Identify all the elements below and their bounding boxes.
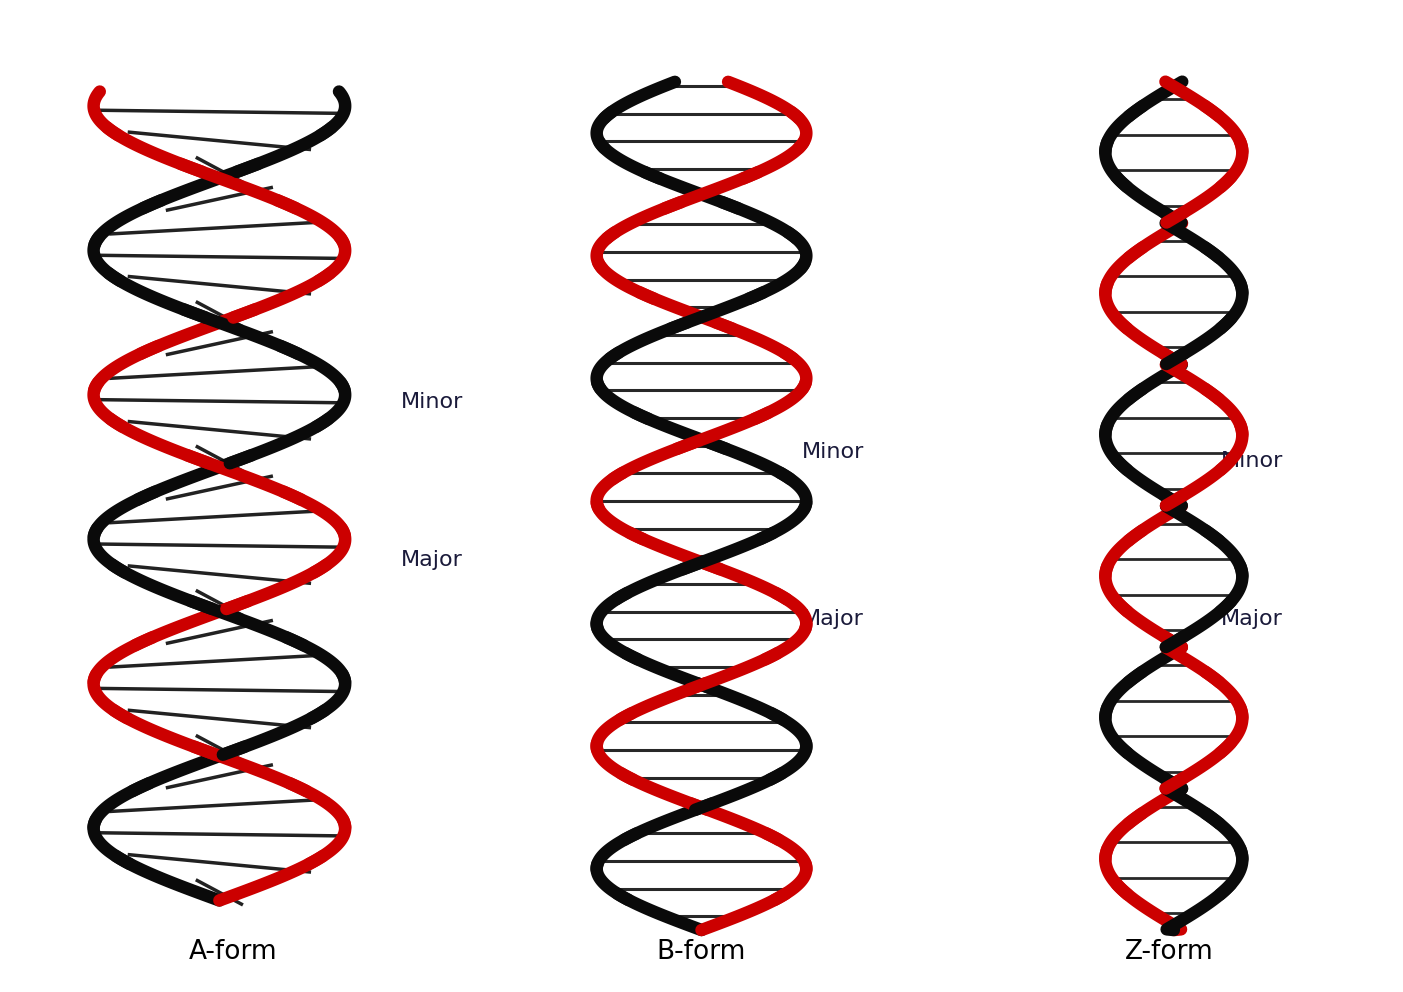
Text: Minor: Minor [803, 441, 864, 461]
Text: Major: Major [803, 609, 864, 629]
Text: A-form: A-form [189, 938, 278, 965]
Text: Minor: Minor [401, 392, 463, 413]
Text: Z-form: Z-form [1125, 938, 1214, 965]
Text: Major: Major [1222, 609, 1284, 629]
Text: B-form: B-form [657, 938, 746, 965]
Text: Minor: Minor [1222, 451, 1284, 471]
Text: Major: Major [401, 551, 463, 570]
